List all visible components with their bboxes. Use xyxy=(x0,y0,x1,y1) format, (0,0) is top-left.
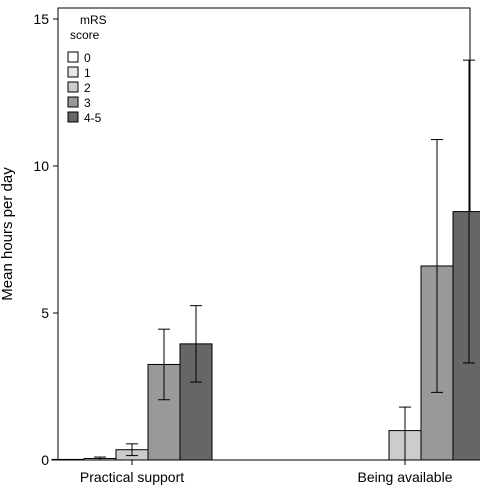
legend-label: 3 xyxy=(84,96,91,110)
y-tick-label: 5 xyxy=(41,305,49,321)
y-tick-label: 15 xyxy=(33,11,49,27)
legend-label: 1 xyxy=(84,66,91,80)
y-tick-label: 0 xyxy=(41,452,49,468)
legend-swatch xyxy=(67,111,79,123)
bars-layer xyxy=(51,211,480,461)
y-axis-title: Mean hours per day xyxy=(0,167,16,301)
y-axis: 0 5 10 15 xyxy=(33,11,58,468)
plot-frame xyxy=(57,7,471,461)
bar xyxy=(452,211,480,461)
legend-swatch xyxy=(67,51,79,63)
legend-title-line2: score xyxy=(70,28,100,42)
legend-swatch xyxy=(67,66,79,78)
x-tick-label: Being available xyxy=(358,469,453,485)
error-bars-layer xyxy=(94,59,475,461)
legend-label: 0 xyxy=(84,51,91,65)
legend-label: 2 xyxy=(84,81,91,95)
legend-swatch xyxy=(67,96,79,108)
y-tick-label: 10 xyxy=(33,158,49,174)
legend-label: 4-5 xyxy=(84,111,102,125)
bar xyxy=(179,343,213,461)
legend-swatch xyxy=(67,81,79,93)
legend-title-line1: mRS xyxy=(80,13,107,27)
x-axis: Practical support Being available xyxy=(80,460,453,485)
x-tick-label: Practical support xyxy=(80,469,184,485)
